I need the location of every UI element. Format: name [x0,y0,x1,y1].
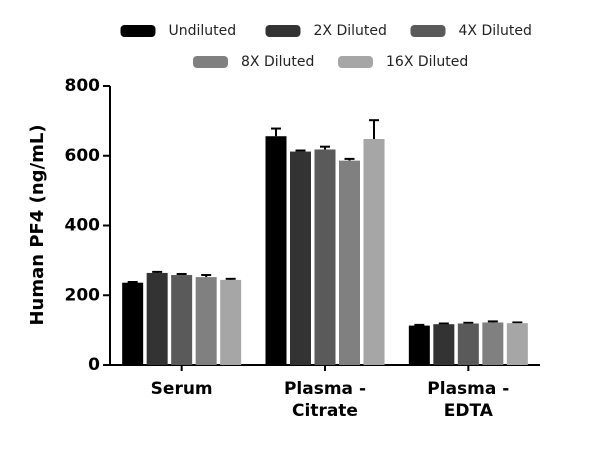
legend-swatch [265,25,301,37]
x-tick-label-line: EDTA [444,401,494,421]
y-tick-label: 400 [65,216,101,236]
x-tick-label: Serum [151,379,213,399]
bar [339,160,360,365]
bar [195,277,217,365]
legend-label: 4X Diluted [459,23,532,39]
bar [122,282,144,365]
legend-swatch [338,56,373,68]
legend-swatch [410,25,446,37]
y-axis-label: Human PF4 (ng/mL) [27,124,48,325]
bar [482,322,504,365]
x-tick-label: Plasma -Citrate [284,379,366,421]
x-tick-label-line: Plasma - [284,379,366,399]
y-tick-label: 800 [65,76,101,96]
legend-swatch [193,56,228,68]
legend-label: Undiluted [169,23,237,39]
bar [408,325,430,365]
bar [220,279,242,365]
bar [363,139,385,365]
x-tick-label-line: Citrate [292,401,358,421]
bar [265,136,287,365]
x-tick-label: Plasma -EDTA [427,379,509,421]
legend-swatch [120,25,156,37]
legend-label: 8X Diluted [241,54,314,70]
bar [314,149,336,365]
bar [146,272,168,365]
x-tick-label-line: Plasma - [427,379,509,399]
legend-label: 16X Diluted [386,54,468,70]
bar [290,151,311,365]
bar [171,275,193,365]
y-tick-label: 200 [65,285,101,305]
bar [457,323,479,365]
y-tick-label: 600 [65,146,101,166]
bar [433,324,455,365]
legend-label: 2X Diluted [314,23,387,39]
y-tick-label: 0 [88,355,100,375]
bar [506,323,528,365]
x-tick-label-line: Serum [151,379,213,399]
